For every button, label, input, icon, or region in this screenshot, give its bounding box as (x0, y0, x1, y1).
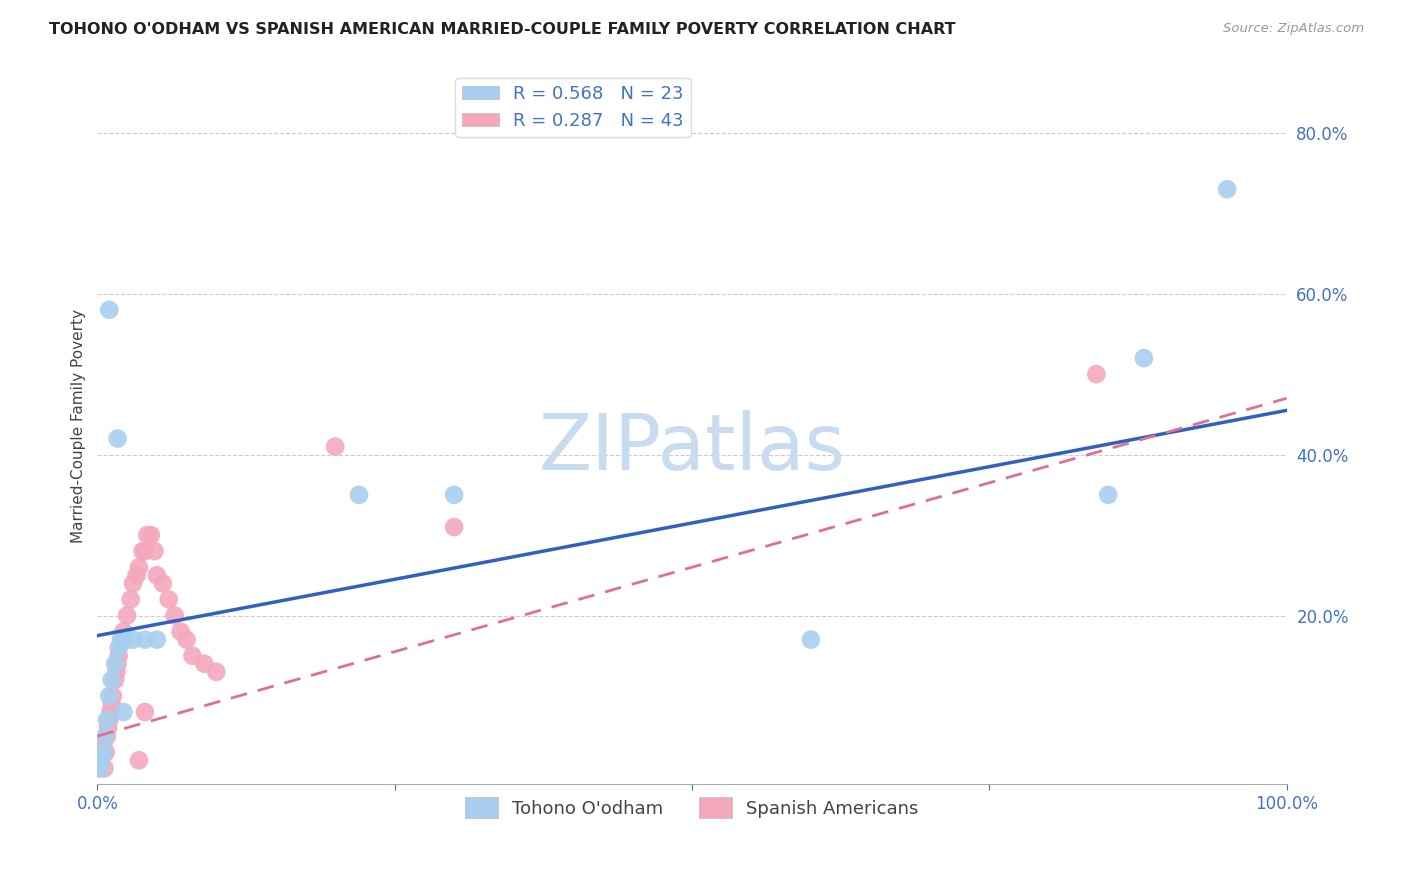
Point (115, 632, 138, 647)
Point (105, 665, 128, 679)
Point (176, 632, 198, 647)
Point (146, 568, 169, 582)
Point (112, 705, 135, 719)
Point (1216, 182, 1239, 196)
Point (93, 761, 115, 775)
Point (131, 544, 153, 558)
Point (139, 528, 162, 542)
Point (157, 592, 180, 607)
Point (91, 737, 114, 751)
Point (110, 632, 132, 647)
Point (100, 697, 122, 711)
Point (96, 713, 118, 727)
Y-axis label: Married-Couple Family Poverty: Married-Couple Family Poverty (72, 310, 86, 543)
Point (100, 705, 122, 719)
Point (181, 648, 204, 663)
Point (143, 544, 166, 558)
Point (205, 665, 228, 679)
Point (89, 753, 111, 767)
Point (100, 673, 122, 687)
Point (110, 632, 132, 647)
Point (87, 761, 110, 775)
Legend: Tohono O'odham, Spanish Americans: Tohono O'odham, Spanish Americans (458, 790, 927, 825)
Point (146, 632, 169, 647)
Point (120, 592, 142, 607)
Point (89, 761, 111, 775)
Point (98, 689, 121, 703)
Point (169, 624, 191, 639)
Point (163, 608, 186, 623)
Point (122, 632, 145, 647)
Point (134, 705, 156, 719)
Point (323, 440, 346, 454)
Point (97, 721, 120, 735)
Point (136, 528, 159, 542)
Point (98, 713, 121, 727)
Point (347, 488, 370, 502)
Point (1085, 367, 1108, 381)
Point (107, 640, 129, 655)
Point (443, 488, 465, 502)
Point (128, 753, 150, 767)
Point (94, 729, 117, 743)
Point (115, 608, 138, 623)
Point (1097, 488, 1119, 502)
Point (104, 657, 127, 671)
Point (107, 648, 129, 663)
Point (134, 544, 156, 558)
Point (94, 745, 117, 759)
Point (96, 729, 118, 743)
Point (91, 745, 114, 759)
Text: TOHONO O'ODHAM VS SPANISH AMERICAN MARRIED-COUPLE FAMILY POVERTY CORRELATION CHA: TOHONO O'ODHAM VS SPANISH AMERICAN MARRI… (49, 22, 956, 37)
Point (98, 302, 121, 317)
Point (104, 673, 127, 687)
Point (1133, 351, 1156, 365)
Point (152, 576, 174, 591)
Point (112, 624, 135, 639)
Point (125, 568, 148, 582)
Point (107, 657, 129, 671)
Point (122, 576, 145, 591)
Point (90, 753, 112, 767)
Text: ZIPatlas: ZIPatlas (538, 410, 845, 486)
Point (193, 657, 215, 671)
Point (443, 520, 465, 534)
Point (134, 632, 156, 647)
Point (128, 560, 150, 574)
Point (90, 753, 112, 767)
Text: Source: ZipAtlas.com: Source: ZipAtlas.com (1223, 22, 1364, 36)
Point (800, 632, 823, 647)
Point (101, 689, 124, 703)
Point (107, 432, 129, 446)
Point (91, 745, 114, 759)
